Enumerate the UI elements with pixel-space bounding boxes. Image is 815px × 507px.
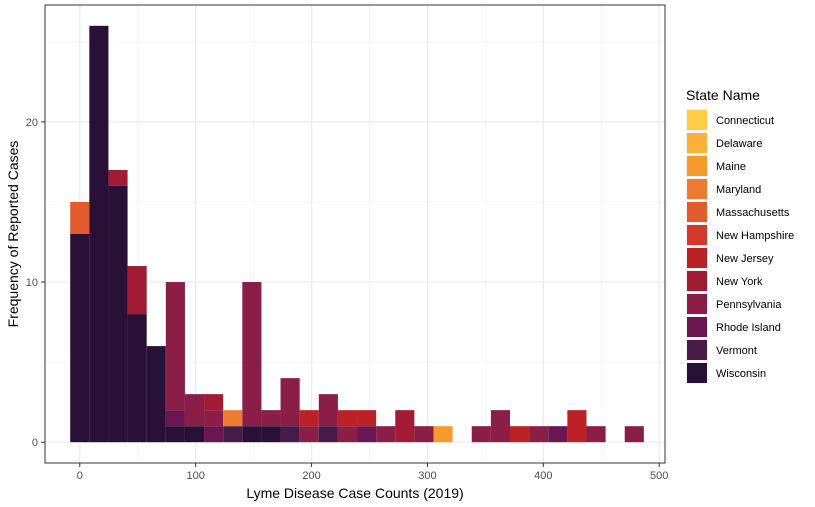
legend-label: Maryland (716, 184, 761, 196)
bar-segment (127, 266, 147, 315)
y-axis-title: Frequency of Reported Cases (5, 141, 21, 328)
x-tick-label: 500 (650, 470, 668, 482)
legend-key (687, 202, 707, 222)
bar-segment (108, 169, 128, 186)
bar-segment (624, 426, 644, 443)
legend-items: Connecticut Delaware Maine Maryland Massachu… (686, 109, 794, 384)
legend-label: New Hampshire (716, 230, 794, 242)
bar-segment (70, 234, 90, 443)
legend-label: Delaware (716, 138, 762, 150)
bar-segment (471, 426, 491, 443)
bar-segment (586, 426, 606, 443)
bar-segment (108, 185, 128, 443)
bars (70, 25, 644, 443)
x-axis-title: Lyme Disease Case Counts (2019) (246, 485, 463, 501)
bar-segment (567, 410, 587, 443)
bar-segment (184, 426, 205, 443)
x-tick-label: 200 (302, 470, 320, 482)
bar-segment (127, 314, 147, 443)
bar-segment (299, 410, 319, 427)
legend-label: Vermont (716, 345, 757, 357)
plot-panel (44, 4, 666, 464)
bar-segment (70, 201, 90, 234)
bar-segment (376, 426, 396, 443)
legend-key (687, 110, 707, 130)
legend: State Name Connecticut Delaware Maine Maryl… (686, 87, 794, 384)
bar-segment (529, 426, 549, 443)
bar-segment (204, 426, 224, 443)
x-tick-label: 300 (418, 470, 436, 482)
bar-segment (242, 426, 262, 443)
bar-segment (89, 25, 109, 443)
bar-segment (280, 378, 300, 427)
bar-segment (357, 410, 377, 427)
legend-label: Connecticut (716, 115, 774, 127)
legend-key (687, 179, 707, 199)
legend-label: Maine (716, 161, 746, 173)
bar-segment (165, 426, 185, 443)
bar-segment (337, 410, 358, 427)
legend-key (687, 271, 707, 291)
bar-segment (261, 410, 281, 427)
legend-key (687, 340, 707, 360)
legend-label: Rhode Island (716, 322, 781, 334)
x-axis: 0 100 200 300 400 500 (77, 463, 668, 482)
bar-segment (204, 394, 224, 411)
y-axis: 0 10 20 (26, 117, 45, 449)
legend-key (687, 363, 707, 383)
x-tick-label: 0 (77, 470, 83, 482)
y-tick-label: 20 (26, 117, 38, 129)
bar-segment (165, 410, 185, 427)
y-tick-label: 10 (26, 277, 38, 289)
x-tick-label: 400 (534, 470, 552, 482)
legend-key (687, 156, 707, 176)
bar-segment (337, 426, 358, 443)
legend-key (687, 225, 707, 245)
legend-key (687, 133, 707, 153)
legend-label: New York (716, 276, 763, 288)
panel-border (44, 4, 666, 464)
bar-segment (433, 426, 453, 443)
bar-segment (395, 410, 415, 443)
legend-label: New Jersey (716, 253, 774, 265)
legend-key (687, 294, 707, 314)
bar-segment (165, 282, 185, 411)
bar-segment (223, 426, 243, 443)
bar-segment (318, 394, 338, 427)
bar-segment (280, 426, 300, 443)
bar-segment (242, 282, 262, 427)
legend-label: Massachusetts (716, 207, 790, 219)
legend-key (687, 317, 707, 337)
bar-segment (223, 410, 243, 427)
x-tick-label: 100 (186, 470, 204, 482)
bar-segment (490, 410, 510, 443)
legend-label: Wisconsin (716, 368, 766, 380)
bar-segment (184, 394, 205, 427)
bar-segment (414, 426, 434, 443)
bar-segment (299, 426, 319, 443)
legend-key (687, 248, 707, 268)
bar-segment (204, 410, 224, 427)
legend-label: Pennsylvania (716, 299, 782, 311)
bar-segment (548, 426, 568, 443)
bar-segment (318, 426, 338, 443)
y-tick-label: 0 (32, 437, 38, 449)
bar-segment (261, 426, 281, 443)
bar-segment (357, 426, 377, 443)
grid-minor (45, 5, 665, 463)
legend-title: State Name (686, 87, 760, 103)
bar-segment (146, 346, 166, 443)
bar-segment (510, 426, 530, 443)
